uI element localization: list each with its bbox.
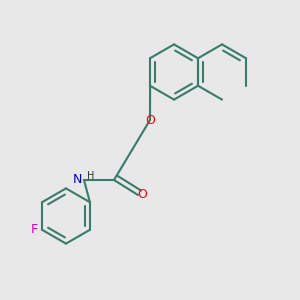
Text: N: N xyxy=(73,172,83,186)
Text: O: O xyxy=(145,113,155,127)
Text: O: O xyxy=(137,188,147,202)
Text: H: H xyxy=(87,171,94,181)
Text: F: F xyxy=(31,223,38,236)
